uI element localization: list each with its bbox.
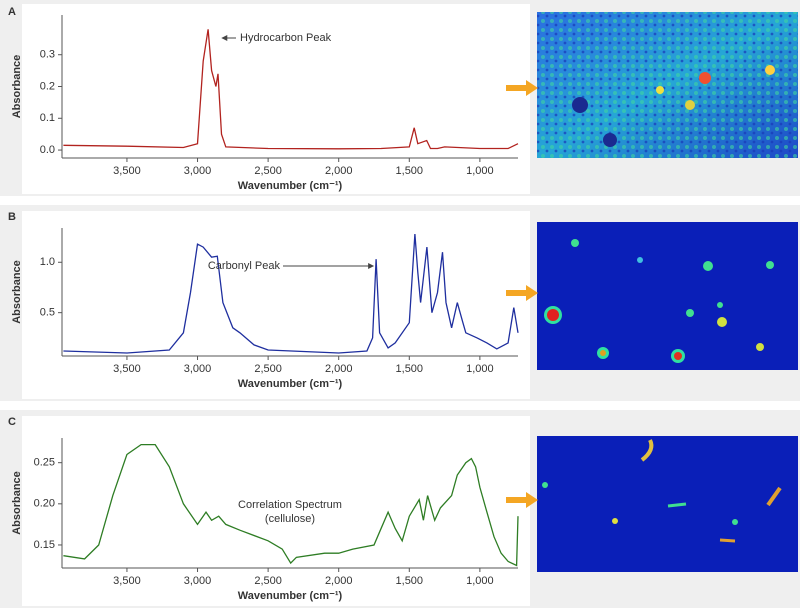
x-axis-label: Wavenumber (cm⁻¹) bbox=[238, 590, 343, 602]
x-tick-label: 1,000 bbox=[466, 165, 494, 177]
spectrum-line bbox=[63, 29, 519, 150]
x-tick-label: 2,000 bbox=[325, 575, 353, 587]
spectrum-line bbox=[63, 233, 519, 354]
panel-label: C bbox=[8, 416, 16, 428]
y-tick-label: 0.15 bbox=[34, 539, 55, 551]
x-tick-label: 1,500 bbox=[396, 165, 424, 177]
y-axis-label: Absorbance bbox=[11, 260, 23, 324]
panel-label: A bbox=[8, 6, 16, 18]
y-axis-label: Absorbance bbox=[11, 55, 23, 119]
x-tick-label: 1,000 bbox=[466, 575, 494, 587]
x-tick-label: 1,000 bbox=[466, 363, 494, 375]
annotation: Correlation Spectrum bbox=[238, 499, 342, 511]
plot-bg bbox=[22, 211, 530, 399]
x-tick-label: 3,500 bbox=[113, 165, 141, 177]
x-axis-label: Wavenumber (cm⁻¹) bbox=[238, 180, 343, 192]
x-tick-label: 3,000 bbox=[184, 165, 212, 177]
annotation: Carbonyl Peak bbox=[208, 260, 281, 272]
x-tick-label: 2,000 bbox=[325, 165, 353, 177]
x-tick-label: 3,500 bbox=[113, 363, 141, 375]
y-axis-label: Absorbance bbox=[11, 471, 23, 535]
y-tick-label: 0.3 bbox=[40, 49, 55, 61]
heatmap-a bbox=[537, 12, 798, 158]
spectrum-line bbox=[63, 443, 519, 567]
x-tick-label: 3,500 bbox=[113, 575, 141, 587]
annotation-arrowhead bbox=[368, 263, 375, 269]
heatmap-b bbox=[537, 222, 798, 370]
x-tick-label: 2,500 bbox=[254, 363, 282, 375]
x-tick-label: 2,000 bbox=[325, 363, 353, 375]
heatmap-c bbox=[537, 436, 798, 572]
plot-bg bbox=[22, 4, 530, 194]
x-tick-label: 1,500 bbox=[396, 363, 424, 375]
x-tick-label: 3,000 bbox=[184, 363, 212, 375]
annotation: Hydrocarbon Peak bbox=[240, 32, 332, 44]
y-tick-label: 0.25 bbox=[34, 457, 55, 469]
x-tick-label: 3,000 bbox=[184, 575, 212, 587]
arrows bbox=[506, 80, 538, 508]
annotation: (cellulose) bbox=[265, 513, 315, 525]
y-tick-label: 1.0 bbox=[40, 256, 55, 268]
x-axis-label: Wavenumber (cm⁻¹) bbox=[238, 378, 343, 390]
y-tick-label: 0.1 bbox=[40, 112, 55, 124]
plot-bg bbox=[22, 416, 530, 606]
x-tick-label: 1,500 bbox=[396, 575, 424, 587]
x-tick-label: 2,500 bbox=[254, 165, 282, 177]
y-tick-label: 0.2 bbox=[40, 80, 55, 92]
y-tick-label: 0.20 bbox=[34, 498, 55, 510]
y-tick-label: 0.5 bbox=[40, 307, 55, 319]
y-tick-label: 0.0 bbox=[40, 144, 55, 156]
annotation-arrowhead bbox=[221, 35, 228, 41]
x-tick-label: 2,500 bbox=[254, 575, 282, 587]
panel-label: B bbox=[8, 211, 16, 223]
